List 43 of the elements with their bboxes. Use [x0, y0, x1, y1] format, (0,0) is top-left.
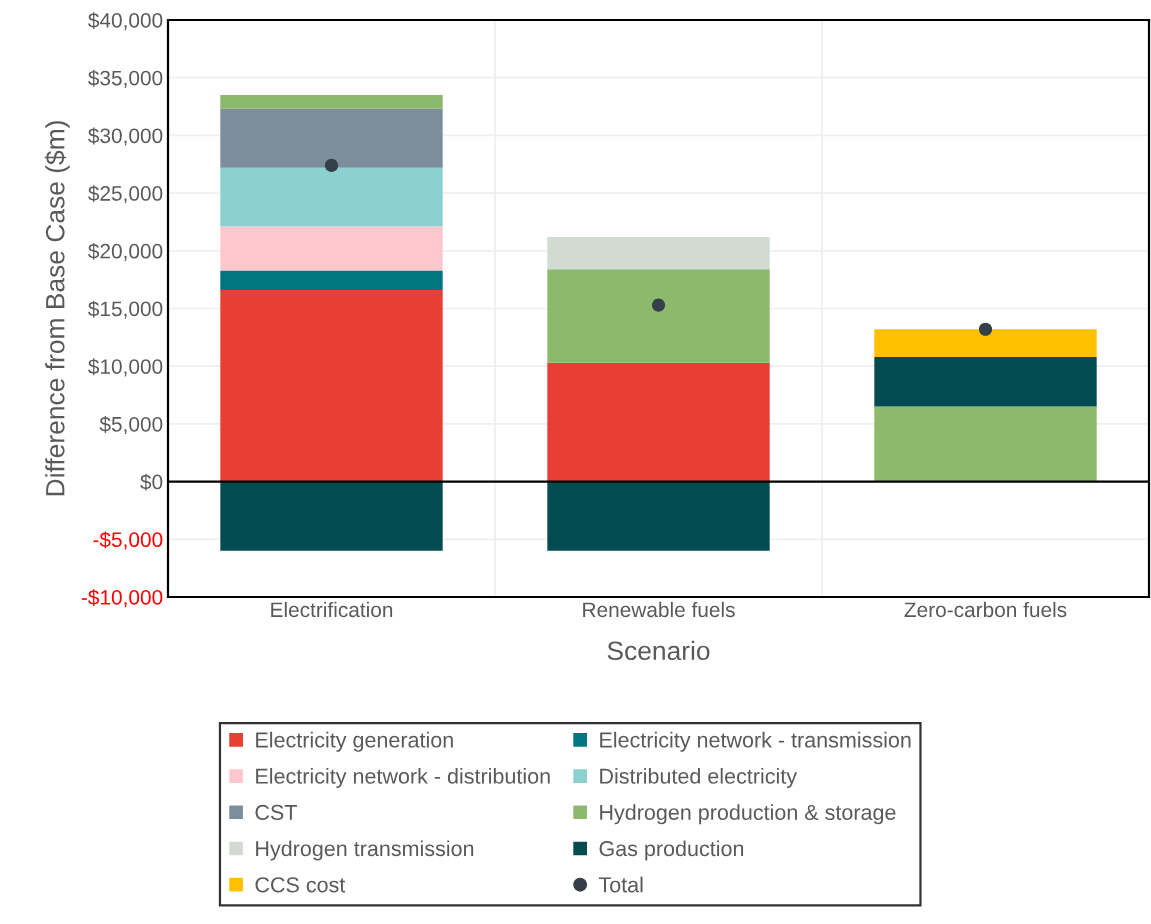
- y-axis-title: Difference from Base Case ($m): [44, 121, 70, 496]
- bar: [220, 290, 443, 482]
- point: [651, 298, 666, 312]
- y-tick-label: $5,000: [99, 416, 163, 435]
- bar: [874, 406, 1097, 482]
- point: [978, 322, 993, 336]
- legend-label: Total: [598, 876, 643, 893]
- legend-label: Hydrogen transmission: [256, 840, 474, 861]
- x-tick-label: Renewable fuels: [583, 601, 735, 618]
- legend-label: CCS cost: [255, 877, 346, 893]
- legend-label: Gas production: [599, 840, 744, 861]
- bar: [547, 362, 770, 482]
- bar: [220, 226, 443, 271]
- y-tick-label: $15,000: [88, 300, 163, 319]
- legend-label: Hydrogen production & storage: [600, 804, 896, 825]
- y-tick-label: $40,000: [88, 12, 163, 31]
- bar: [547, 269, 770, 363]
- legend-label: Electricity network - distribution: [256, 767, 550, 789]
- y-tick-label: $30,000: [88, 127, 163, 146]
- x-axis-title: Scenario: [607, 640, 710, 661]
- point: [324, 158, 339, 172]
- x-tick-label: Zero-carbon fuels: [904, 601, 1067, 618]
- legend-label: Electricity generation: [256, 731, 453, 752]
- y-tick-label: $10,000: [88, 358, 163, 377]
- bar: [220, 270, 443, 291]
- legend-label: Distributed electricity: [600, 767, 797, 789]
- y-tick-label: -$5,000: [93, 531, 163, 550]
- bar: [874, 329, 1097, 357]
- bar: [220, 108, 443, 168]
- bar: [220, 481, 443, 551]
- bar: [547, 481, 770, 551]
- y-tick-label: $20,000: [88, 242, 163, 262]
- bar: [547, 236, 770, 270]
- y-tick-label: $0: [140, 473, 163, 491]
- x-tick-label: Electrification: [271, 601, 393, 618]
- legend-label: CST: [255, 804, 297, 821]
- bar: [220, 167, 443, 227]
- y-tick-label: -$10,000: [81, 589, 163, 608]
- y-tick-label: $25,000: [88, 185, 163, 204]
- bar: [220, 95, 443, 109]
- legend-label: Electricity network - transmission: [600, 731, 911, 752]
- bar: [874, 356, 1097, 407]
- y-tick-label: $35,000: [88, 69, 163, 88]
